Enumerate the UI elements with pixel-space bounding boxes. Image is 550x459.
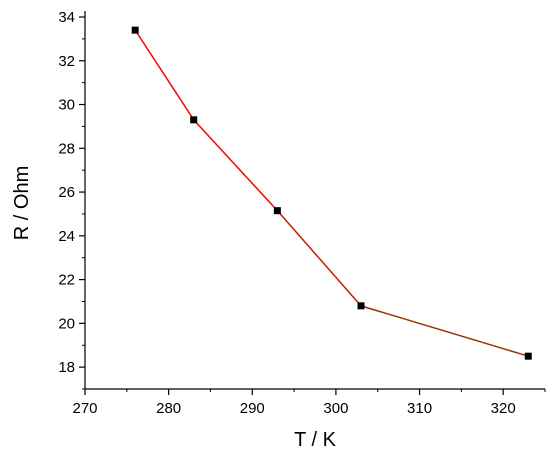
data-point bbox=[524, 352, 532, 360]
y-tick-label: 34 bbox=[58, 9, 75, 26]
y-tick-label: 28 bbox=[58, 140, 75, 157]
y-tick-label: 18 bbox=[58, 359, 75, 376]
x-tick-label: 320 bbox=[491, 400, 516, 417]
x-tick-label: 310 bbox=[407, 400, 432, 417]
series-line-segment bbox=[134, 29, 195, 121]
series-line-segment bbox=[276, 210, 362, 307]
series-line-segment bbox=[193, 119, 278, 212]
data-point bbox=[357, 302, 365, 310]
x-tick-label: 280 bbox=[156, 400, 181, 417]
y-tick-label: 26 bbox=[58, 184, 75, 201]
series-line-segment bbox=[360, 305, 529, 357]
x-tick-label: 290 bbox=[240, 400, 265, 417]
y-tick-label: 22 bbox=[58, 272, 75, 289]
x-tick-label: 270 bbox=[72, 400, 97, 417]
y-tick-label: 20 bbox=[58, 315, 75, 332]
markers-layer bbox=[131, 26, 532, 360]
y-tick-label: 30 bbox=[58, 97, 75, 114]
data-point bbox=[273, 207, 281, 215]
series-layer bbox=[134, 29, 529, 357]
y-axis-label: R / Ohm bbox=[11, 166, 33, 240]
x-axis-label: T / K bbox=[294, 429, 337, 451]
data-point bbox=[190, 116, 198, 124]
y-tick-label: 24 bbox=[58, 228, 75, 245]
y-axis-ticks: 18 20 22 24 26 28 30 32 34 bbox=[58, 9, 85, 390]
x-axis-ticks: 270 280 290 300 310 320 bbox=[72, 389, 546, 417]
data-point bbox=[131, 26, 139, 34]
x-tick-label: 300 bbox=[323, 400, 348, 417]
axes-layer bbox=[84, 11, 545, 390]
y-tick-label: 32 bbox=[58, 53, 75, 70]
